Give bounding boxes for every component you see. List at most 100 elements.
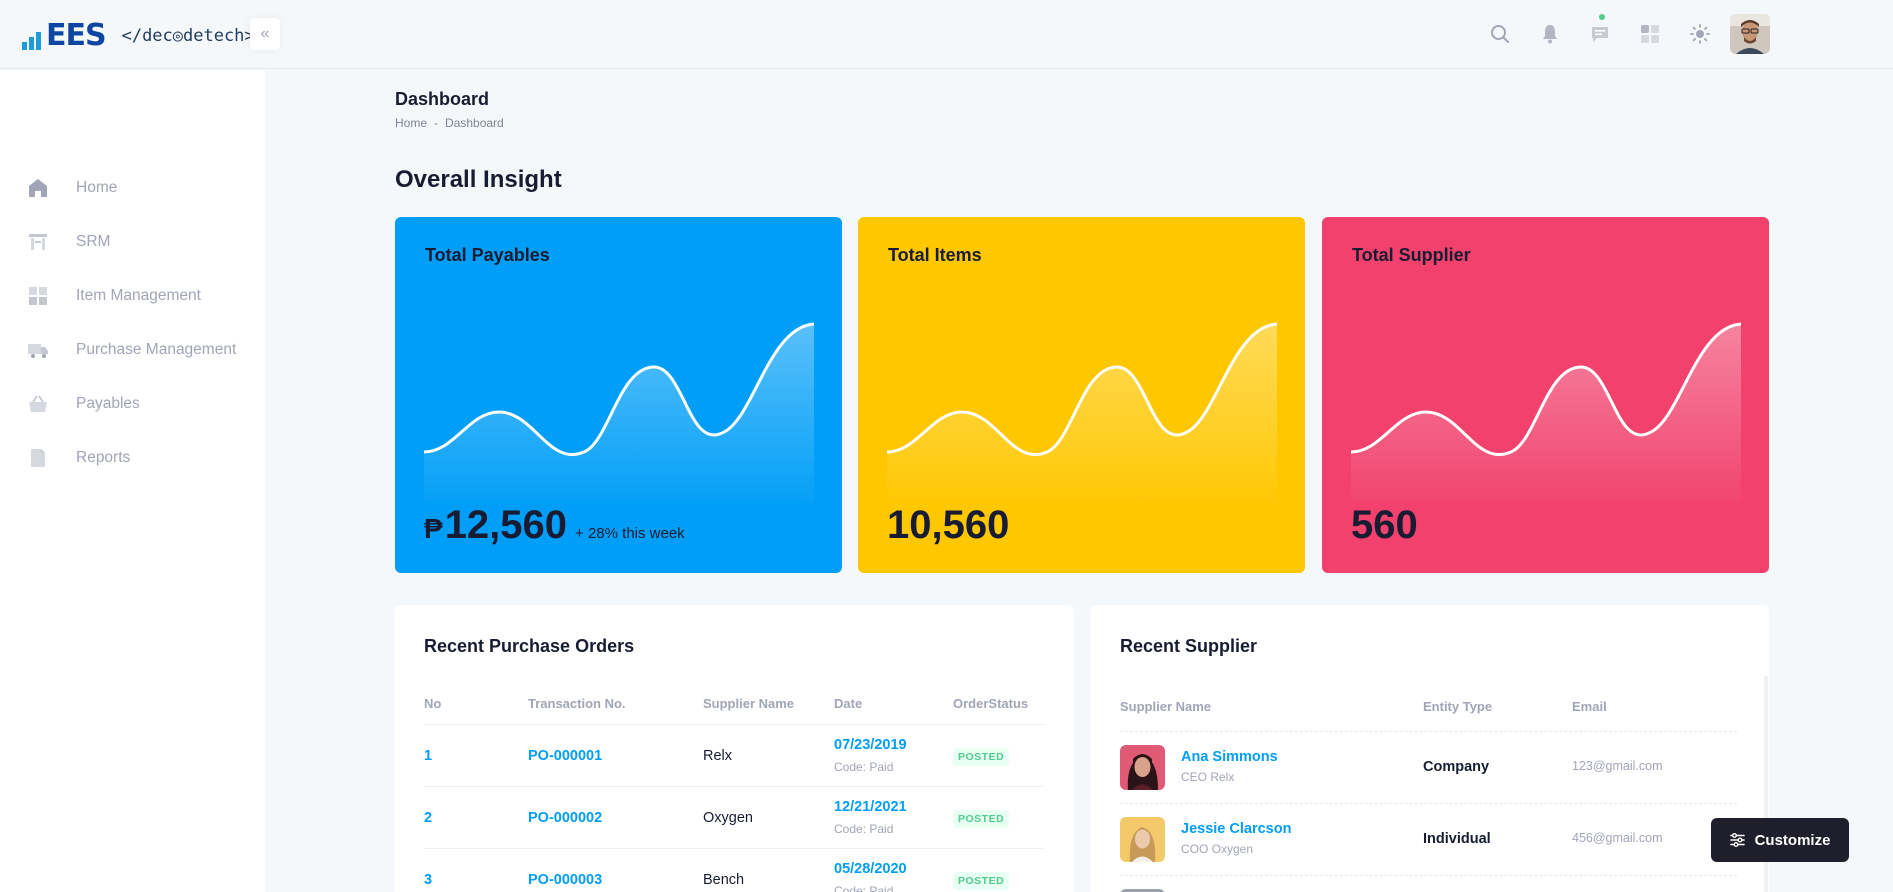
po-date: 12/21/2021	[834, 799, 907, 815]
column-header[interactable]: Date	[834, 696, 863, 711]
logo[interactable]: EES </dec◎detech>	[22, 18, 255, 53]
supplier-entity-type: Individual	[1423, 831, 1491, 847]
item-management-icon	[29, 287, 47, 305]
card-title: Total Supplier	[1352, 245, 1471, 265]
card-change-note: + 28% this week	[575, 525, 685, 542]
search-icon	[1491, 25, 1509, 43]
column-header[interactable]: Entity Type	[1423, 699, 1493, 714]
online-dot	[1599, 14, 1605, 20]
supplier-name-link[interactable]: Jessie Clarcson	[1181, 821, 1292, 837]
recent-supplier-panel: Recent Supplier Supplier Name Entity Typ…	[1091, 605, 1769, 892]
po-row-number[interactable]: 2	[424, 810, 433, 826]
sidebar-item-reports[interactable]: Reports	[27, 443, 130, 473]
basket-icon	[29, 395, 47, 412]
column-header[interactable]: Transaction No.	[528, 696, 626, 711]
recent-purchase-orders-panel: Recent Purchase Orders No Transaction No…	[395, 605, 1074, 892]
status-badge: POSTED	[953, 872, 1010, 890]
row-divider	[424, 848, 1045, 849]
section-title: Overall Insight	[395, 166, 562, 193]
row-divider	[424, 724, 1045, 725]
supplier-role: COO Oxygen	[1181, 842, 1254, 856]
card-value-row: ₱ 12,560 + 28% this week	[424, 503, 685, 548]
supplier-avatar-image	[1120, 817, 1165, 862]
card-value-row: 560	[1351, 503, 1418, 548]
po-code: Code: Paid	[834, 822, 894, 836]
sidebar-item-label: Reports	[76, 449, 131, 466]
card-value: 12,560	[444, 503, 568, 547]
status-badge: POSTED	[953, 810, 1010, 828]
card-title: Total Items	[888, 245, 982, 265]
supplier-entity-type: Company	[1423, 759, 1490, 775]
collapse-sidebar-button[interactable]: «	[250, 18, 280, 50]
breadcrumb-separator: -	[434, 116, 439, 130]
user-avatar[interactable]	[1730, 14, 1770, 54]
card-value-row: 10,560	[887, 503, 1009, 548]
row-divider	[1120, 731, 1737, 732]
avatar[interactable]	[1120, 889, 1165, 892]
supplier-trend-chart	[1351, 322, 1741, 502]
double-chevron-left-icon: «	[260, 25, 270, 42]
avatar[interactable]	[1120, 817, 1165, 862]
sidebar-item-label: Home	[76, 179, 118, 196]
column-header[interactable]: Supplier Name	[1120, 699, 1212, 714]
row-divider	[1120, 803, 1737, 804]
chat-button[interactable]	[1580, 14, 1620, 54]
sidebar-item-label: Purchase Management	[76, 341, 237, 358]
breadcrumb-home[interactable]: Home	[395, 116, 428, 130]
theme-toggle-button[interactable]	[1680, 14, 1720, 54]
sidebar-item-payables[interactable]: Payables	[27, 389, 140, 419]
payables-trend-chart	[424, 322, 814, 502]
total-items-card: Total Items 10,560	[858, 217, 1305, 573]
supplier-email: 123@gmail.com	[1572, 759, 1663, 773]
currency-symbol: ₱	[424, 513, 443, 544]
apps-icon	[1641, 25, 1659, 43]
po-transaction-link[interactable]: PO-000002	[528, 810, 603, 826]
apps-button[interactable]	[1630, 14, 1670, 54]
total-supplier-card: Total Supplier 560	[1322, 217, 1769, 573]
sidebar-item-srm[interactable]: SRM	[27, 227, 110, 257]
column-header[interactable]: OrderStatus	[953, 696, 1029, 711]
po-transaction-link[interactable]: PO-000001	[528, 748, 603, 764]
supplier-avatar-image	[1120, 745, 1165, 790]
supplier-role: CEO Relx	[1181, 770, 1235, 784]
sidebar-item-purchase-management[interactable]: Purchase Management	[27, 335, 236, 365]
po-code: Code: Paid	[834, 760, 894, 774]
logo-mark-text: EES	[46, 18, 107, 53]
customize-button[interactable]: Customize	[1711, 818, 1849, 862]
panel-scrollbar[interactable]	[1764, 676, 1768, 892]
po-transaction-link[interactable]: PO-000003	[528, 872, 603, 888]
sidebar-item-label: SRM	[76, 233, 111, 250]
user-avatar-image	[1730, 14, 1770, 54]
panel-title: Recent Supplier	[1120, 636, 1258, 656]
supplier-email: 456@gmail.com	[1572, 831, 1663, 845]
row-divider	[1120, 875, 1737, 876]
sidebar-item-home[interactable]: Home	[27, 173, 117, 203]
sidebar-item-label: Item Management	[76, 287, 201, 304]
sidebar-item-item-management[interactable]: Item Management	[27, 281, 201, 311]
top-header: EES </dec◎detech> «	[0, 0, 1893, 69]
breadcrumb: Home - Dashboard	[395, 116, 504, 130]
po-row-number[interactable]: 1	[424, 748, 433, 764]
truck-icon	[28, 344, 48, 358]
po-row-number[interactable]: 3	[424, 872, 433, 888]
page-title: Dashboard	[395, 89, 490, 109]
search-button[interactable]	[1480, 14, 1520, 54]
status-badge: POSTED	[953, 748, 1010, 766]
breadcrumb-current: Dashboard	[445, 116, 504, 130]
srm-icon	[29, 234, 47, 250]
row-divider	[424, 786, 1045, 787]
chat-icon	[1592, 27, 1608, 42]
total-payables-card: Total Payables ₱ 12,560 + 28% this week	[395, 217, 842, 573]
po-date: 05/28/2020	[834, 861, 907, 877]
notifications-button[interactable]	[1530, 14, 1570, 54]
column-header[interactable]: Supplier Name	[703, 696, 795, 711]
po-supplier-name: Relx	[703, 748, 733, 764]
avatar[interactable]	[1120, 745, 1165, 790]
column-header[interactable]: No	[424, 696, 442, 711]
items-trend-chart	[887, 322, 1277, 502]
supplier-name-link[interactable]: Ana Simmons	[1181, 749, 1278, 765]
po-date: 07/23/2019	[834, 737, 907, 753]
document-icon	[31, 449, 45, 467]
column-header[interactable]: Email	[1572, 699, 1607, 714]
sidebar: Home SRM Item Management Purchase Manage…	[0, 70, 265, 892]
